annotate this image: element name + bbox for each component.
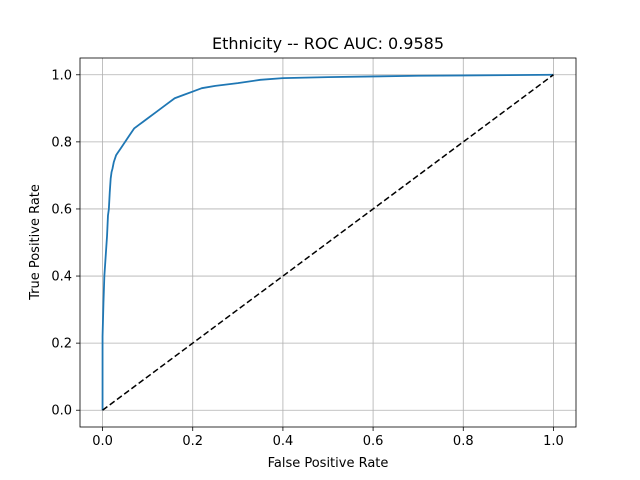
y-tick-label: 1.0 [51, 68, 72, 83]
y-tick-label: 0.8 [51, 135, 72, 150]
x-tick-label: 0.6 [363, 434, 384, 449]
x-tick-label: 0.2 [182, 434, 203, 449]
y-axis-ticks: 0.0 0.2 0.4 0.6 0.8 1.0 [51, 68, 80, 419]
chart-title: Ethnicity -- ROC AUC: 0.9585 [212, 34, 444, 53]
plot-frame [79, 57, 577, 428]
grid [80, 58, 576, 427]
x-tick-label: 0.4 [273, 434, 294, 449]
x-axis-ticks: 0.0 0.2 0.4 0.6 0.8 1.0 [92, 427, 564, 449]
chance-diagonal-line [102, 74, 554, 411]
plot-lines [101, 73, 554, 411]
y-axis-label: True Positive Rate [28, 184, 43, 301]
y-tick-label: 0.4 [51, 270, 72, 285]
x-tick-label: 1.0 [543, 434, 564, 449]
roc-curve-line [101, 73, 554, 411]
x-axis-label: False Positive Rate [268, 456, 389, 471]
y-tick-label: 0.6 [51, 202, 72, 217]
x-tick-label: 0.0 [92, 434, 113, 449]
y-tick-label: 0.0 [51, 404, 72, 419]
x-tick-label: 0.8 [453, 434, 474, 449]
y-tick-label: 0.2 [51, 337, 72, 352]
